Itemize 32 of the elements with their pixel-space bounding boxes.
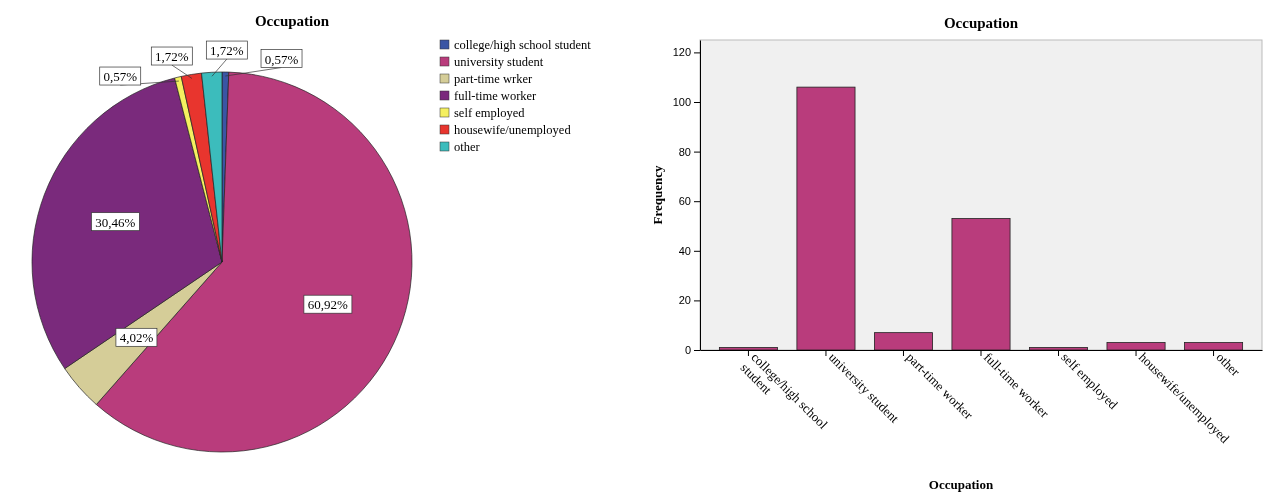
y-tick-label: 120 xyxy=(672,46,691,59)
bar xyxy=(951,218,1011,351)
y-tick-label: 100 xyxy=(672,96,691,109)
bar xyxy=(1184,342,1244,351)
bar xyxy=(796,86,856,351)
y-tick-label: 60 xyxy=(678,195,691,208)
legend-label: part-time wrker xyxy=(454,72,533,86)
data-label: 60,92% xyxy=(307,297,349,313)
bar xyxy=(874,332,933,351)
legend-label: self employed xyxy=(454,106,526,120)
legend-label: university student xyxy=(454,55,544,69)
data-label: 4,02% xyxy=(119,330,154,346)
chart-title: Occupation xyxy=(943,15,1019,31)
y-tick-label: 0 xyxy=(684,344,691,357)
data-label: 1,72% xyxy=(210,43,244,59)
data-label: 0,57% xyxy=(103,69,138,85)
legend-label: college/high school student xyxy=(454,38,592,52)
y-tick-label: 20 xyxy=(678,294,691,307)
y-axis-title: Frequency xyxy=(650,165,665,225)
legend-label: full-time worker xyxy=(454,89,538,103)
chart-title: Occupation xyxy=(254,13,330,29)
x-axis-title: Occupation xyxy=(928,477,994,492)
bar xyxy=(1106,342,1166,351)
bar xyxy=(1029,347,1088,351)
bar xyxy=(718,347,778,351)
legend-label: housewife/unemployed xyxy=(454,123,572,137)
data-label: 0,57% xyxy=(264,51,299,67)
y-tick-label: 80 xyxy=(678,145,691,158)
y-tick-label: 40 xyxy=(678,244,691,257)
data-label: 30,46% xyxy=(95,214,136,230)
legend-label: other xyxy=(454,140,481,154)
data-label: 1,72% xyxy=(155,49,189,65)
